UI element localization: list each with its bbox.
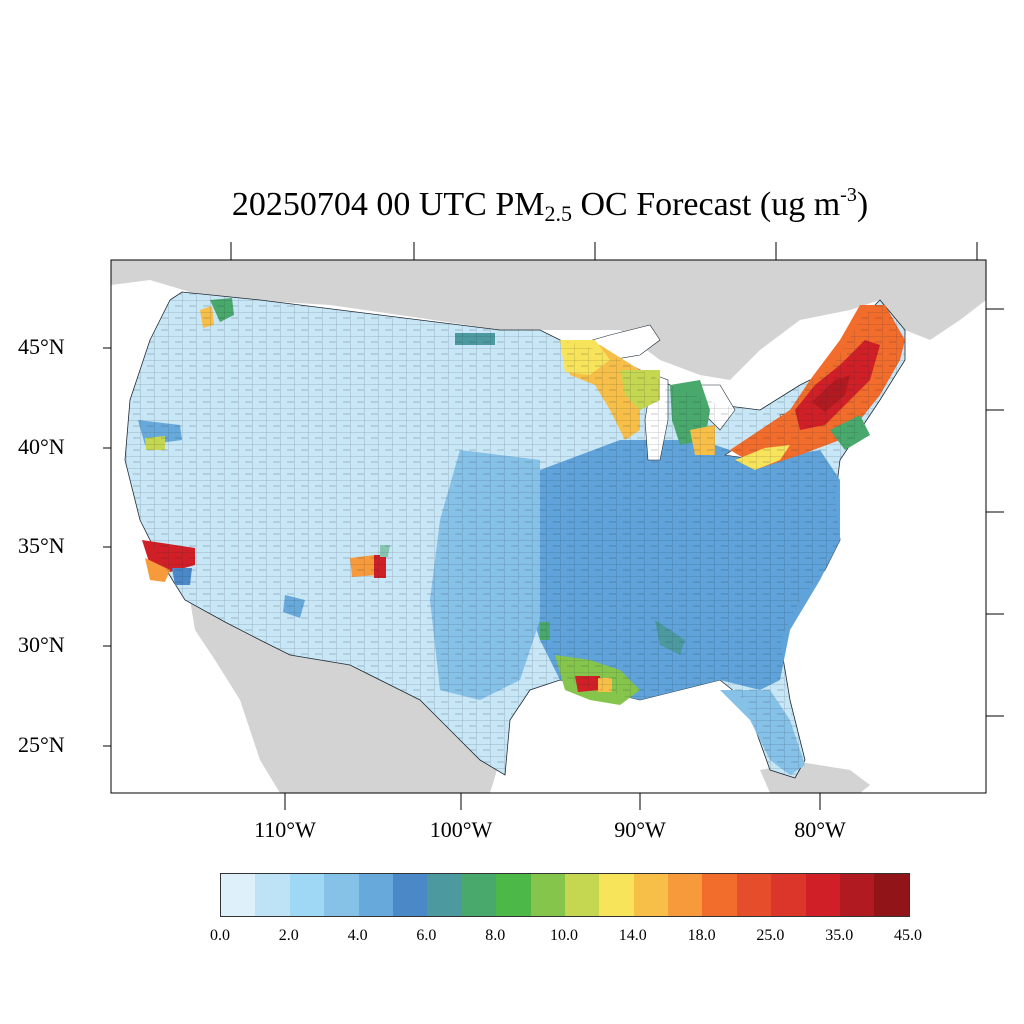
colorbar-cell [668,874,703,916]
colorbar-label: 45.0 [894,927,922,944]
colorbar-cell [427,874,462,916]
colorbar-cell [599,874,634,916]
colorbar-label: 8.0 [485,927,506,944]
colorbar-cell [564,874,600,916]
axis-ticks [103,242,1004,810]
lat-label-25: 25°N [18,732,65,757]
colorbar-label: 14.0 [618,927,647,944]
colorbar-cell [358,874,393,916]
colorbar-cell [530,874,565,916]
colorbar-label: 35.0 [825,927,854,944]
mexico-landmass [190,600,500,793]
colorbar-label: 18.0 [687,927,716,944]
colorbar-cell [633,874,669,916]
colorbar-label: 25.0 [756,927,785,944]
colorbar-cell [496,874,531,916]
colorbar-cell [289,874,325,916]
colorbar-cell [221,874,256,916]
lat-label-30: 30°N [18,632,65,657]
colorbar-cell [255,874,290,916]
colorbar-label: 4.0 [347,927,368,944]
colorbar-cell [840,874,875,916]
lon-label-100w: 100°W [429,817,493,842]
colorbar [220,873,910,917]
colorbar-cell [392,874,428,916]
lon-label-110w: 110°W [254,817,316,842]
colorbar-label: 10.0 [550,927,578,944]
map-frame [110,259,987,794]
lat-label-45: 45°N [18,334,65,359]
canada-landmass [111,260,986,380]
lon-label-90w: 90°W [614,817,666,842]
colorbar-cell [805,874,841,916]
colorbar-label: 2.0 [278,927,299,944]
colorbar-cell [324,874,359,916]
colorbar-cell [771,874,806,916]
colorbar-cell [461,874,497,916]
colorbar-cell [702,874,737,916]
lat-label-40: 40°N [18,434,65,459]
colorbar-label: 6.0 [416,927,437,944]
colorbar-cell [736,874,772,916]
colorbar-cell [874,874,909,916]
colorbar-label: 0.0 [210,927,230,944]
region-california-orange [145,558,170,582]
lat-label-35: 35°N [18,533,65,558]
map-title: 20250704 00 UTC PM2.5 OC Forecast (ug m-… [231,184,869,226]
lon-label-80w: 80°W [794,817,846,842]
county-boundaries [125,292,905,778]
